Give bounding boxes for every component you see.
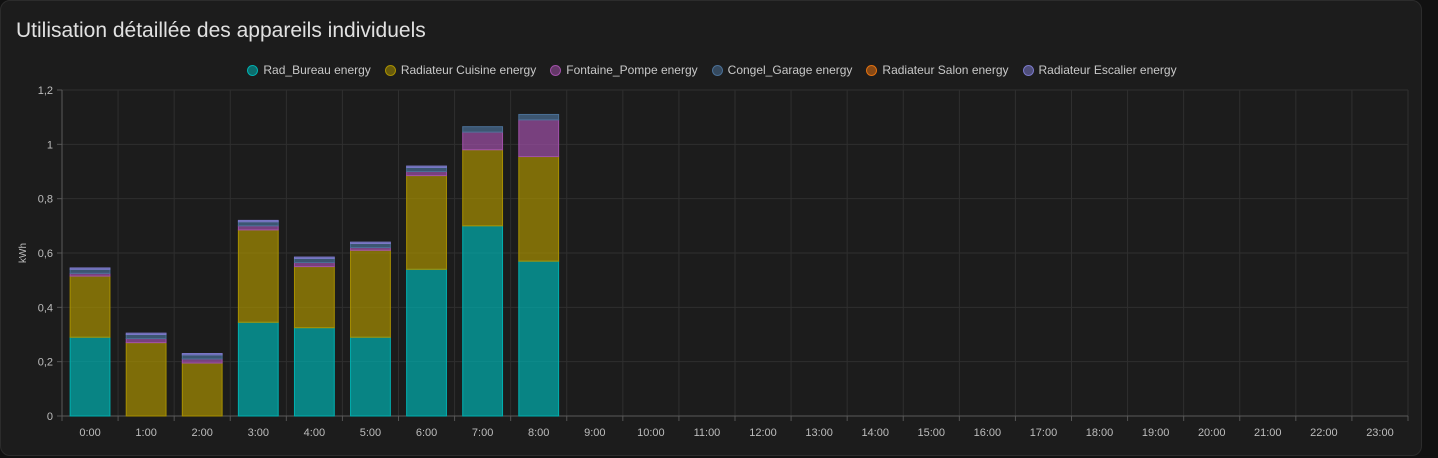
legend-label: Radiateur Salon energy xyxy=(882,63,1009,77)
bar-congel-garage-energy-4h00[interactable] xyxy=(293,257,335,264)
bar-congel-garage-energy-8h00[interactable] xyxy=(518,113,560,121)
bar-rad-bureau-energy-4h00[interactable] xyxy=(293,327,335,417)
x-tick-label: 4:00 xyxy=(304,427,325,439)
bar-fontaine-pompe-energy-2h00[interactable] xyxy=(181,358,223,364)
bar-congel-garage-energy-0h00[interactable] xyxy=(69,268,111,274)
x-tick-label: 11:00 xyxy=(694,427,721,439)
bar-radiateur-cuisine-energy-3h00[interactable] xyxy=(237,229,279,323)
bar-congel-garage-energy-6h00[interactable] xyxy=(406,166,447,173)
legend-item-radiateur-salon-energy[interactable]: Radiateur Salon energy xyxy=(866,63,1009,77)
y-tick-label: 0,6 xyxy=(38,248,53,260)
bar-congel-garage-energy-1h00[interactable] xyxy=(125,334,167,340)
bar-fontaine-pompe-energy-4h00[interactable] xyxy=(293,262,335,268)
x-tick-label: 0:00 xyxy=(79,427,100,439)
bar-congel-garage-energy-7h00[interactable] xyxy=(462,126,504,133)
legend-item-radiateur-cuisine-energy[interactable]: Radiateur Cuisine energy xyxy=(384,63,537,77)
x-tick-label: 20:00 xyxy=(1198,427,1226,439)
x-tick-label: 3:00 xyxy=(248,427,269,439)
bar-congel-garage-energy-2h00[interactable] xyxy=(181,354,223,360)
bar-radiateur-cuisine-energy-0h00[interactable] xyxy=(69,275,111,338)
y-tick-label: 1 xyxy=(47,139,53,151)
chart-legend: Rad_Bureau energy Radiateur Cuisine energ… xyxy=(1,61,1423,79)
bar-radiateur-escalier-energy-3h00[interactable] xyxy=(237,219,279,223)
bar-radiateur-cuisine-energy-1h00[interactable] xyxy=(125,342,167,417)
bar-rad-bureau-energy-3h00[interactable] xyxy=(237,321,279,417)
bar-radiateur-cuisine-energy-8h00[interactable] xyxy=(518,156,560,262)
x-tick-label: 6:00 xyxy=(416,427,437,439)
x-tick-label: 17:00 xyxy=(1030,427,1058,439)
legend-label: Fontaine_Pompe energy xyxy=(566,63,698,77)
bar-radiateur-cuisine-energy-6h00[interactable] xyxy=(406,175,447,270)
bar-congel-garage-energy-3h00[interactable] xyxy=(237,221,279,227)
x-tick-label: 8:00 xyxy=(528,427,549,439)
bar-rad-bureau-energy-6h00[interactable] xyxy=(406,268,447,417)
legend-label: Rad_Bureau energy xyxy=(263,63,371,77)
legend-swatch xyxy=(550,64,562,76)
legend-item-fontaine-pompe-energy[interactable]: Fontaine_Pompe energy xyxy=(550,63,698,77)
bar-radiateur-cuisine-energy-4h00[interactable] xyxy=(293,266,335,329)
x-tick-label: 21:00 xyxy=(1254,427,1282,439)
bar-congel-garage-energy-5h00[interactable] xyxy=(350,242,391,249)
legend-swatch xyxy=(711,64,723,76)
x-tick-label: 9:00 xyxy=(584,427,605,439)
bar-fontaine-pompe-energy-3h00[interactable] xyxy=(237,225,279,231)
legend-swatch xyxy=(384,64,396,76)
x-tick-label: 16:00 xyxy=(974,427,1002,439)
x-tick-label: 13:00 xyxy=(805,427,833,439)
y-tick-label: 0,8 xyxy=(38,194,53,206)
bar-fontaine-pompe-energy-8h00[interactable] xyxy=(518,119,560,158)
legend-item-congel-garage-energy[interactable]: Congel_Garage energy xyxy=(711,63,853,77)
legend-swatch xyxy=(1022,64,1034,76)
bar-rad-bureau-energy-8h00[interactable] xyxy=(518,260,560,417)
bar-radiateur-escalier-energy-1h00[interactable] xyxy=(125,332,167,335)
y-tick-label: 1,2 xyxy=(38,85,53,97)
bar-fontaine-pompe-energy-6h00[interactable] xyxy=(406,171,447,177)
y-tick-label: 0,4 xyxy=(38,302,53,314)
x-tick-label: 14:00 xyxy=(861,427,889,439)
bar-radiateur-cuisine-energy-2h00[interactable] xyxy=(181,362,223,417)
bar-rad-bureau-energy-7h00[interactable] xyxy=(462,225,504,417)
y-tick-label: 0,2 xyxy=(38,357,53,369)
x-tick-label: 5:00 xyxy=(360,427,381,439)
bar-radiateur-escalier-energy-0h00[interactable] xyxy=(69,267,111,270)
bar-rad-bureau-energy-0h00[interactable] xyxy=(69,336,111,417)
bars xyxy=(69,113,560,417)
bar-radiateur-cuisine-energy-5h00[interactable] xyxy=(350,249,391,338)
bar-rad-bureau-energy-5h00[interactable] xyxy=(350,336,391,417)
y-axis-label: kWh xyxy=(18,243,29,263)
legend-label: Radiateur Escalier energy xyxy=(1038,63,1177,77)
legend-item-rad-bureau-energy[interactable]: Rad_Bureau energy xyxy=(247,63,371,77)
bar-radiateur-escalier-energy-4h00[interactable] xyxy=(293,256,335,259)
bar-radiateur-escalier-energy-6h00[interactable] xyxy=(406,165,447,168)
legend-label: Congel_Garage energy xyxy=(727,63,853,77)
legend-swatch xyxy=(247,64,259,76)
x-tick-label: 18:00 xyxy=(1086,427,1114,439)
bar-radiateur-cuisine-energy-7h00[interactable] xyxy=(462,149,504,227)
x-tick-label: 2:00 xyxy=(191,427,212,439)
x-tick-label: 12:00 xyxy=(749,427,777,439)
card-title: Utilisation détaillée des appareils indi… xyxy=(16,19,426,42)
x-tick-label: 10:00 xyxy=(637,427,665,439)
x-tick-label: 22:00 xyxy=(1310,427,1338,439)
legend-item-radiateur-escalier-energy[interactable]: Radiateur Escalier energy xyxy=(1022,63,1177,77)
x-tick-label: 7:00 xyxy=(472,427,493,439)
x-tick-label: 23:00 xyxy=(1366,427,1394,439)
y-tick-label: 0 xyxy=(47,411,53,423)
bar-fontaine-pompe-energy-7h00[interactable] xyxy=(462,131,504,151)
x-tick-label: 15:00 xyxy=(918,427,946,439)
x-tick-label: 1:00 xyxy=(135,427,156,439)
legend-label: Radiateur Cuisine energy xyxy=(400,63,537,77)
bar-radiateur-escalier-energy-5h00[interactable] xyxy=(350,241,391,244)
bar-fontaine-pompe-energy-1h00[interactable] xyxy=(125,338,167,344)
x-tick-label: 19:00 xyxy=(1142,427,1170,439)
legend-swatch xyxy=(866,64,878,76)
bar-radiateur-escalier-energy-2h00[interactable] xyxy=(181,353,223,356)
